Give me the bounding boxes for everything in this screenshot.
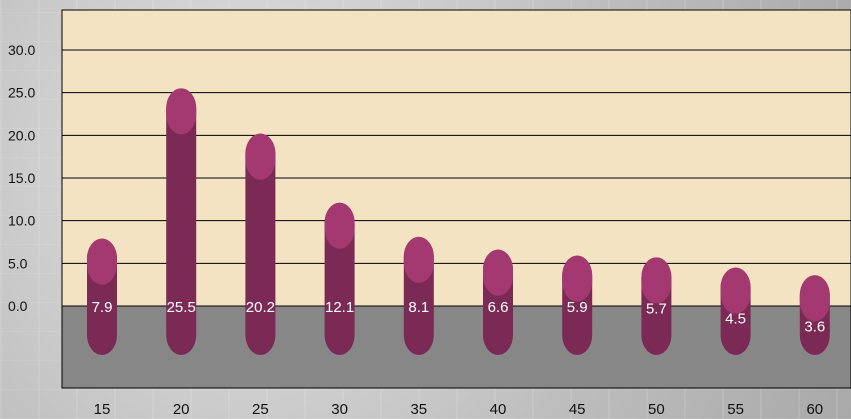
x-tick-label: 60 (806, 401, 823, 418)
x-tick-label: 20 (173, 401, 190, 418)
y-tick-label: 0.0 (8, 298, 28, 314)
data-label: 6.6 (488, 299, 509, 316)
bar: 20.2 (245, 133, 276, 355)
x-tick-label: 40 (490, 401, 507, 418)
x-tick-label: 30 (331, 401, 348, 418)
x-tick-label: 25 (252, 401, 269, 418)
x-tick-label: 55 (727, 401, 744, 418)
bar-cap (403, 236, 434, 283)
x-tick-label: 35 (410, 401, 427, 418)
bar-body (166, 88, 197, 356)
bar-cap (324, 202, 355, 249)
x-tick-label: 50 (648, 401, 665, 418)
x-axis: 15 20 25 30 35 40 45 50 55 60 (94, 401, 823, 418)
bar-cap (562, 255, 593, 302)
bars: 7.9 25.5 20.2 12.1 8.1 6.6 5.9 5.7 4.5 3.6 (87, 88, 830, 356)
x-tick-label: 45 (569, 401, 586, 418)
bar: 6.6 (483, 249, 513, 355)
data-label: 25.5 (167, 299, 196, 316)
y-tick-label: 15.0 (8, 170, 35, 186)
data-label: 5.9 (567, 299, 588, 316)
bar: 7.9 (87, 238, 117, 355)
bar: 3.6 (799, 275, 830, 355)
data-label: 7.9 (92, 299, 113, 316)
data-label: 8.1 (408, 299, 429, 316)
bar: 5.9 (562, 255, 593, 355)
data-label: 12.1 (325, 299, 354, 316)
bar-cap (720, 267, 751, 314)
y-tick-label: 5.0 (8, 255, 28, 271)
bar-cap (245, 133, 276, 180)
data-label: 20.2 (246, 299, 275, 316)
bar: 8.1 (403, 236, 434, 355)
y-tick-label: 30.0 (8, 42, 35, 58)
x-tick-label: 15 (94, 401, 111, 418)
bar-cap (483, 249, 513, 296)
bar-cap (799, 275, 830, 322)
data-label: 4.5 (725, 311, 746, 328)
bar: 4.5 (720, 267, 751, 355)
bar-cap (166, 88, 197, 135)
data-label: 3.6 (804, 318, 825, 335)
y-tick-label: 20.0 (8, 127, 35, 143)
y-tick-label: 10.0 (8, 213, 35, 229)
bar: 25.5 (166, 88, 197, 356)
data-label: 5.7 (646, 300, 667, 317)
bar: 5.7 (641, 257, 672, 355)
bar-cap (641, 257, 672, 304)
y-axis: 30.0 25.0 20.0 15.0 10.0 5.0 0.0 (8, 42, 35, 314)
bar-cap (87, 238, 117, 285)
bar: 12.1 (324, 202, 355, 355)
y-tick-label: 25.0 (8, 85, 35, 101)
bar-body (245, 133, 276, 355)
